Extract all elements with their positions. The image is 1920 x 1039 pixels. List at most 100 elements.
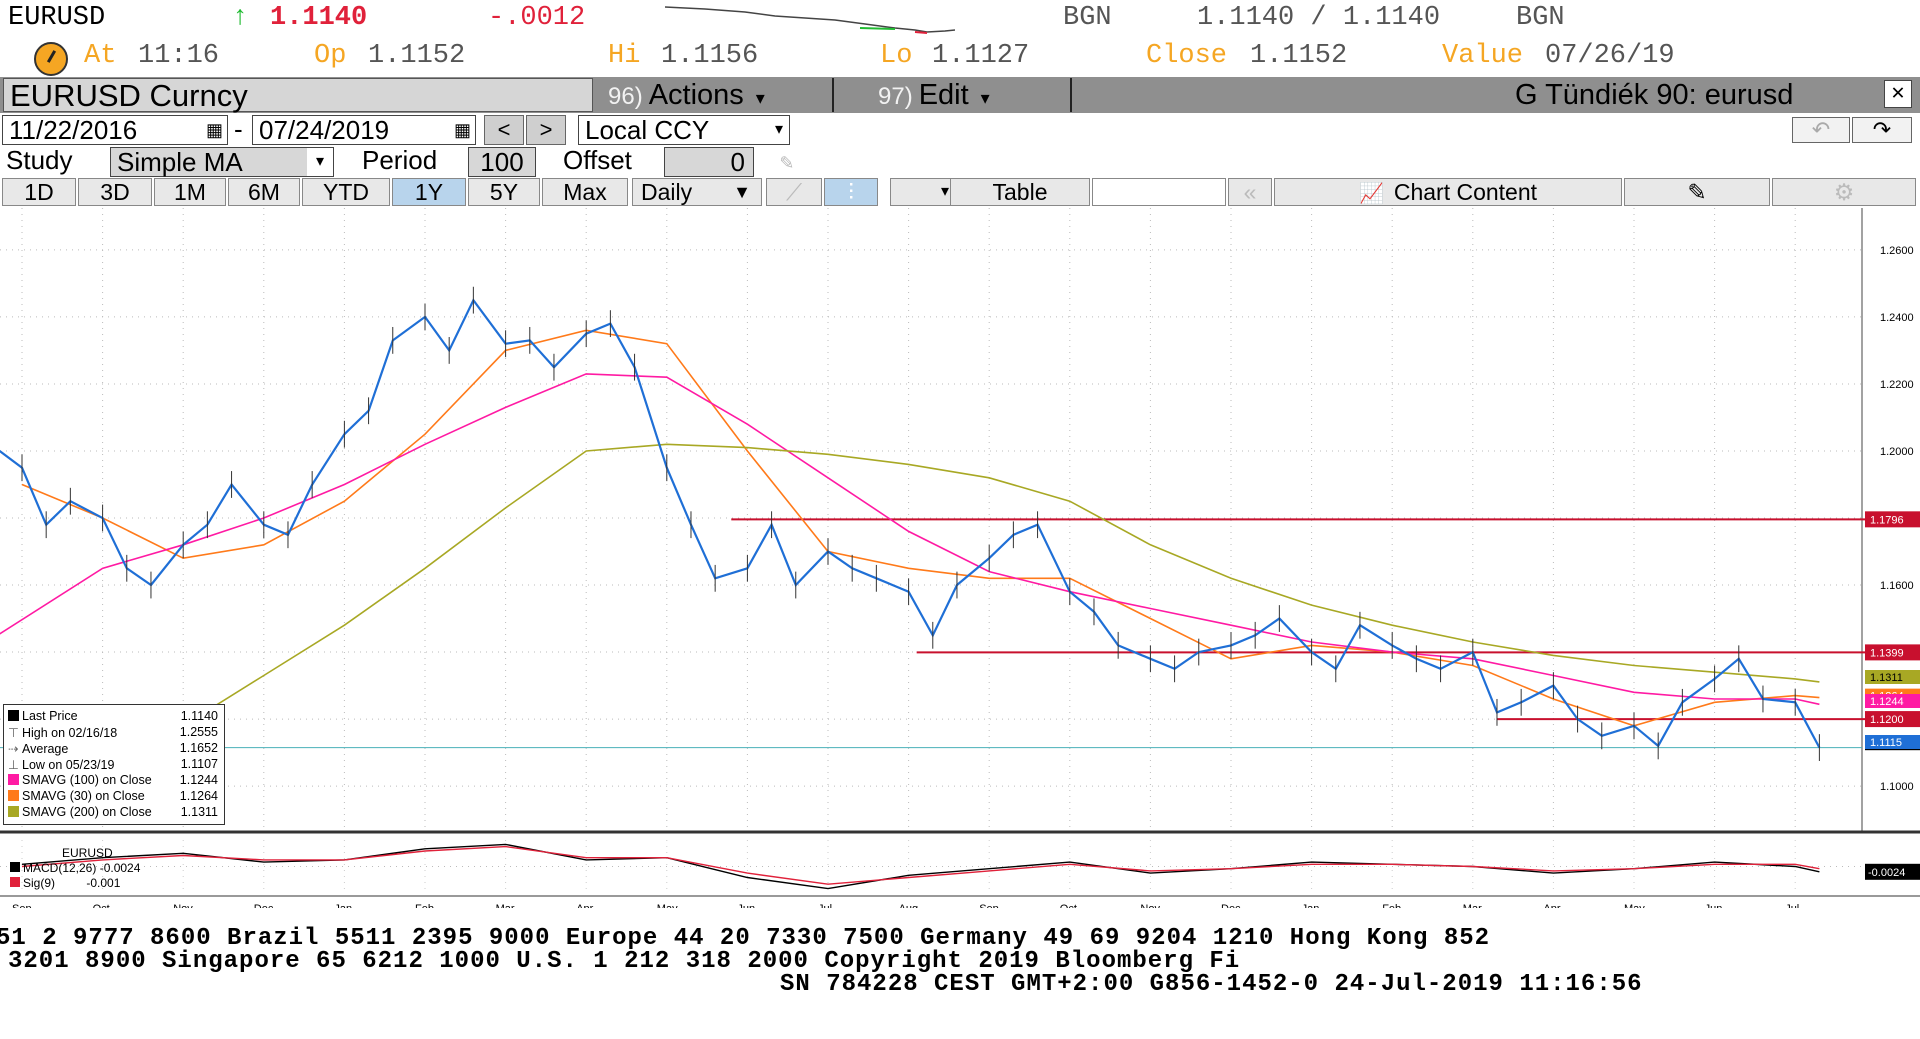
- legend-row: SMAVG (30) on Close 1.1264: [8, 789, 222, 805]
- currency-select[interactable]: Local CCY ▾: [578, 115, 790, 145]
- legend-label: High on 02/16/18: [22, 726, 118, 740]
- month-label: Aug: [899, 903, 919, 908]
- bar-chart-icon[interactable]: ⫶: [824, 178, 878, 206]
- tab-6m[interactable]: 6M: [228, 178, 300, 206]
- annotate-icon[interactable]: ✎: [1624, 178, 1770, 206]
- actions-menu[interactable]: 96) Actions ▾: [608, 79, 765, 111]
- legend-value: 1.1311: [180, 805, 218, 819]
- month-label: Nov: [1140, 903, 1160, 908]
- legend-row: ⊥ Low on 05/23/19 1.1107: [8, 757, 222, 773]
- end-date-field[interactable]: 07/24/2019 ▦: [252, 115, 476, 145]
- value-label: Value: [1442, 41, 1524, 71]
- offset-label: Offset: [563, 145, 632, 175]
- op-value: 1.1152: [368, 41, 466, 71]
- up-arrow-icon: ↑: [232, 3, 249, 33]
- chevron-down-icon: ▾: [307, 148, 333, 176]
- tab-3d[interactable]: 3D: [78, 178, 152, 206]
- hi-label: Hi: [608, 41, 641, 71]
- chart-content-icon: 📈: [1358, 183, 1384, 205]
- month-label: May: [1624, 903, 1645, 908]
- sparkline-chart: [665, 6, 955, 34]
- line-chart-icon[interactable]: ⟋: [766, 178, 822, 206]
- axis-tag: [1865, 644, 1920, 661]
- close-icon[interactable]: ✕: [1884, 80, 1912, 108]
- axis-tag-label: 1.1311: [1870, 672, 1903, 684]
- period-label: Period: [362, 145, 438, 175]
- close-value: 1.1152: [1250, 41, 1348, 71]
- chevron-down-icon: ▼: [733, 182, 751, 202]
- chevron-down-icon: ▾: [774, 121, 783, 138]
- tab-1y[interactable]: 1Y: [392, 178, 466, 206]
- y-tick-label: 1.2200: [1880, 379, 1914, 391]
- month-label: Oct: [1060, 903, 1077, 908]
- axis-tag: [1865, 511, 1920, 528]
- legend-value: 1.1244: [179, 773, 218, 787]
- table-button[interactable]: Table: [950, 178, 1090, 206]
- legend-row: ⇢ Average 1.1652: [8, 741, 222, 757]
- axis-tag: [1865, 694, 1920, 708]
- average-marker-icon: ⇢: [8, 742, 19, 756]
- tab-1d[interactable]: 1D: [2, 178, 76, 206]
- speedometer-icon: [34, 42, 68, 76]
- calendar-icon[interactable]: ▦: [205, 120, 223, 140]
- high-marker-icon: ⊤: [8, 726, 19, 740]
- y-tick-label: 1.1000: [1880, 781, 1914, 793]
- macd-line: [21, 845, 1820, 885]
- last-price: 1.1140: [270, 3, 368, 33]
- legend-row: ⊤ High on 02/16/18 1.2555: [8, 725, 222, 741]
- study-select[interactable]: Simple MA ▾: [110, 147, 334, 177]
- square-pink-icon: [8, 774, 19, 785]
- edit-menu[interactable]: 97) Edit ▾: [878, 79, 990, 111]
- month-label: Feb: [1382, 903, 1401, 908]
- series-line: [0, 373, 1820, 706]
- axis-tag: [1865, 735, 1920, 749]
- start-date-field[interactable]: 11/22/2016 ▦: [2, 115, 228, 145]
- tab-5y[interactable]: 5Y: [468, 178, 540, 206]
- offset-field[interactable]: 0: [664, 147, 754, 177]
- macd-axis-tag: [1865, 863, 1920, 880]
- month-label: Jul: [818, 903, 832, 908]
- month-label: Jan: [1302, 903, 1320, 908]
- legend-label: Average: [22, 742, 69, 756]
- legend-label: SMAVG (200) on Close: [22, 805, 152, 819]
- tab-max[interactable]: Max: [542, 178, 628, 206]
- gear-icon[interactable]: ⚙: [1772, 178, 1916, 206]
- source-left: BGN: [1063, 3, 1112, 33]
- hi-value: 1.1156: [661, 41, 759, 71]
- chart-content-button[interactable]: 📈 Chart Content: [1274, 178, 1622, 206]
- chart-type-dropdown[interactable]: ▾: [890, 178, 960, 206]
- collapse-icon[interactable]: «: [1228, 178, 1272, 206]
- tab-ytd[interactable]: YTD: [302, 178, 390, 206]
- sig-legend-row: Sig(9) -0.001: [10, 876, 120, 890]
- y-tick-label: 1.2600: [1880, 245, 1914, 257]
- next-period-button[interactable]: >: [526, 115, 566, 145]
- at-value: 11:16: [138, 41, 220, 71]
- tab-1m[interactable]: 1M: [154, 178, 226, 206]
- frequency-select[interactable]: Daily ▼: [632, 178, 762, 206]
- y-tick-label: 1.1600: [1880, 580, 1914, 592]
- calendar-icon[interactable]: ▦: [453, 120, 471, 140]
- axis-tag-label: 1.1796: [1870, 514, 1904, 526]
- legend-label: Last Price: [22, 709, 78, 723]
- macd-title: EURUSD: [62, 846, 113, 860]
- ticker: EURUSD: [8, 3, 106, 33]
- legend-value: 1.1107: [180, 757, 218, 771]
- date-separator: -: [234, 114, 243, 144]
- op-label: Op: [314, 41, 347, 71]
- price-chart[interactable]: 1.26001.24001.22001.20001.18001.16001.14…: [0, 208, 1920, 908]
- prev-period-button[interactable]: <: [484, 115, 524, 145]
- redo-button[interactable]: ↷: [1852, 117, 1912, 143]
- legend-value: 1.1140: [180, 709, 218, 723]
- legend-value: 1.1652: [179, 741, 218, 755]
- blank-tab: [1092, 178, 1226, 206]
- axis-tag: [1865, 711, 1920, 728]
- pencil-icon[interactable]: ✎: [780, 151, 794, 176]
- axis-tag-label: 1.1244: [1870, 696, 1904, 708]
- period-field[interactable]: 100: [468, 147, 536, 177]
- month-label: Jun: [1705, 903, 1723, 908]
- lo-value: 1.1127: [932, 41, 1030, 71]
- macd-legend-row: MACD(12,26) -0.0024: [10, 861, 140, 875]
- undo-button[interactable]: ↶: [1792, 117, 1850, 143]
- low-marker-icon: ⊥: [8, 758, 19, 772]
- square-black-icon: [8, 710, 19, 721]
